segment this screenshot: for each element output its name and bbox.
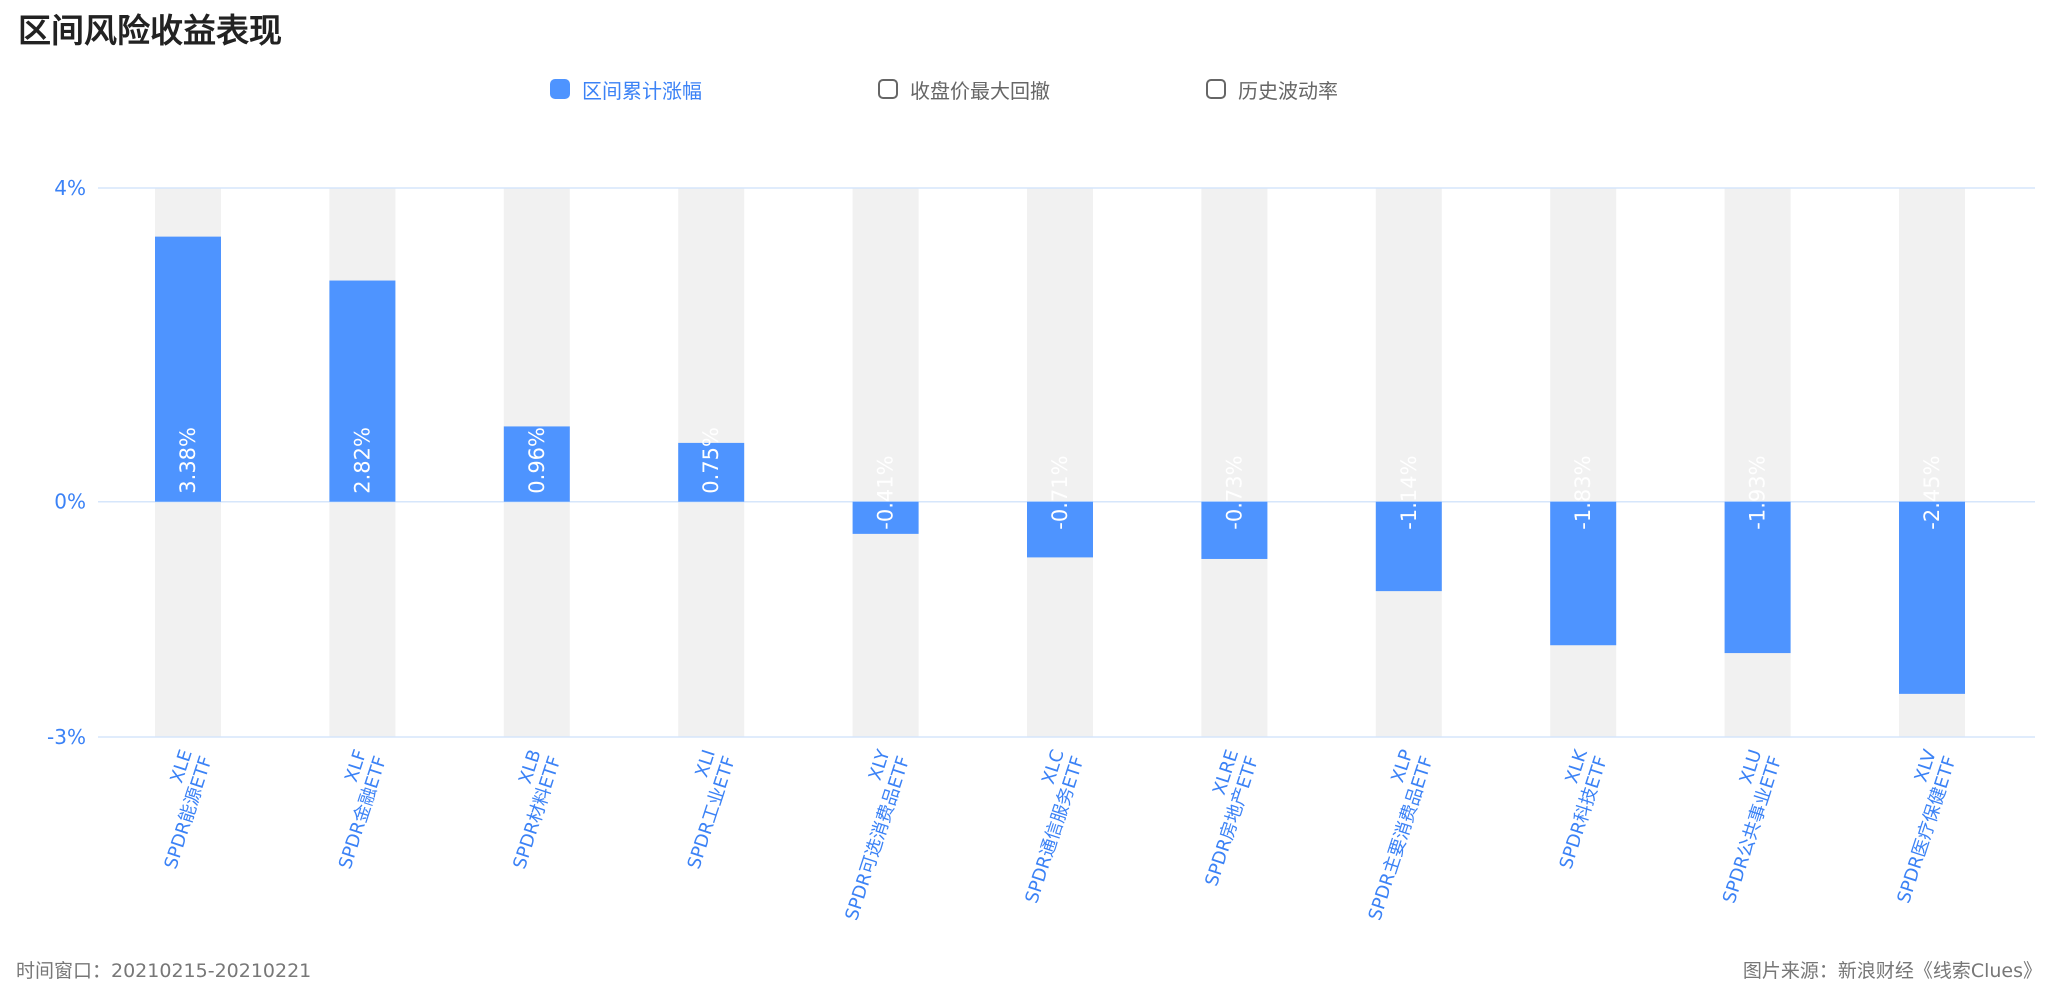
x-tick-label: XLKSPDR科技ETF — [1536, 746, 1613, 872]
data-label: -1.14% — [1397, 455, 1421, 529]
data-label: 3.38% — [176, 427, 200, 494]
data-label: -2.45% — [1920, 455, 1944, 529]
bar-chart: 4% 0% -3% 3.38% XLESPDR能源ETF 2.82% XLFSPDR金融ET… — [47, 176, 2035, 923]
x-tick-label: XLISPDR工业ETF — [664, 747, 740, 872]
data-label: -1.93% — [1746, 455, 1770, 529]
bar — [155, 236, 221, 502]
x-tick-label: XLVSPDR医疗保健ETF — [1873, 746, 1961, 905]
data-label: -0.71% — [1048, 455, 1072, 529]
legend-item-max-drawdown[interactable]: 收盘价最大回撤 — [878, 76, 1050, 103]
y-tick-label: 0% — [54, 490, 86, 514]
legend-label: 历史波动率 — [1238, 78, 1338, 103]
x-tick-label: XLYSPDR可选消费品ETF — [821, 746, 914, 923]
legend-checked-icon — [550, 79, 570, 99]
bar-background — [1027, 188, 1093, 737]
legend-unchecked-icon — [1206, 79, 1226, 99]
data-label: -0.41% — [874, 455, 898, 529]
bar — [329, 280, 396, 502]
bar — [1724, 501, 1791, 654]
data-label: 0.75% — [699, 427, 723, 494]
bar-background — [1201, 188, 1268, 737]
data-label: -0.73% — [1222, 455, 1246, 529]
bar — [1899, 501, 1965, 694]
data-label: 2.82% — [350, 427, 374, 494]
x-tick-label: XLFSPDR金融ETF — [315, 747, 391, 872]
x-tick-label: XLCSPDR通信服务ETF — [1001, 747, 1088, 906]
y-tick-label: 4% — [54, 176, 86, 200]
legend-item-volatility[interactable]: 历史波动率 — [1206, 76, 1338, 103]
data-label: 0.96% — [525, 427, 549, 494]
bar-background — [852, 188, 919, 737]
chart-title: 区间风险收益表现 — [18, 11, 282, 50]
x-tick-label: XLRESPDR房地产ETF — [1181, 747, 1263, 889]
bar — [1375, 501, 1442, 592]
bar — [678, 442, 745, 502]
bar — [1550, 501, 1617, 646]
legend-label: 收盘价最大回撤 — [910, 78, 1050, 103]
bar-background — [1550, 188, 1617, 737]
legend-item-cumulative-return[interactable]: 区间累计涨幅 — [550, 76, 702, 103]
x-tick-label: XLPSPDR主要消费品ETF — [1345, 747, 1438, 923]
bar — [1027, 501, 1093, 558]
x-tick-label: XLUSPDR公共事业ETF — [1699, 747, 1786, 906]
legend-label: 区间累计涨幅 — [582, 78, 702, 103]
y-tick-label: -3% — [47, 725, 86, 749]
source-note: 图片来源：新浪财经《线索Clues》 — [1742, 960, 2042, 982]
bar — [852, 501, 919, 534]
data-label: -1.83% — [1571, 455, 1595, 529]
time-window-note: 时间窗口：20210215-20210221 — [16, 960, 312, 982]
x-tick-label: XLBSPDR材料ETF — [489, 747, 565, 872]
bar-background — [1375, 188, 1442, 737]
bar — [503, 426, 570, 502]
legend-unchecked-icon — [878, 79, 898, 99]
x-tick-label: XLESPDR能源ETF — [141, 747, 217, 872]
bar — [1201, 501, 1268, 559]
